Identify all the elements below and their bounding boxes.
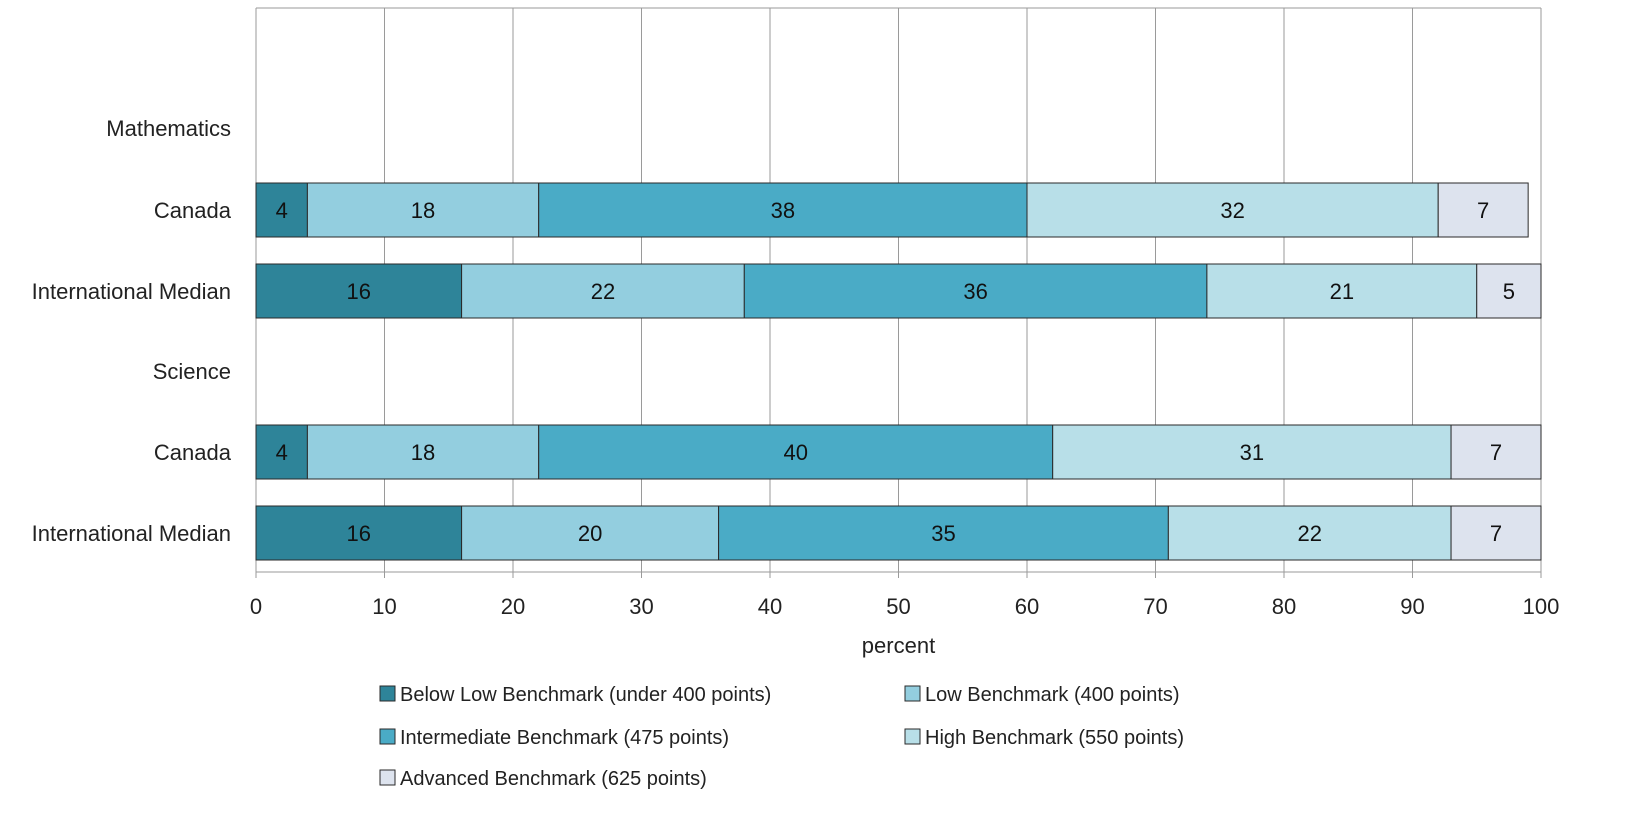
bar-value-label: 31: [1240, 440, 1264, 465]
category-label: International Median: [32, 521, 231, 546]
x-axis-title: percent: [862, 633, 935, 658]
x-tick-label-50: 50: [886, 594, 910, 619]
x-tick-label-100: 100: [1523, 594, 1560, 619]
legend-label: Low Benchmark (400 points): [925, 684, 1180, 706]
legend-swatch: [904, 685, 921, 702]
bars: [255, 182, 1542, 561]
bar-segment: [1476, 263, 1542, 319]
legend-label: Below Low Benchmark (under 400 points): [400, 684, 771, 706]
bar-value-label: 7: [1477, 198, 1489, 223]
bar-value-label: 18: [411, 440, 435, 465]
bar-segment: [461, 263, 745, 319]
bar-segment: [1437, 182, 1529, 238]
x-tick-label-70: 70: [1143, 594, 1167, 619]
bar-segment: [1026, 182, 1439, 238]
bar-value-label: 5: [1503, 279, 1515, 304]
bar-segment: [538, 424, 1054, 480]
bar-segment: [255, 505, 463, 561]
bar-segment: [743, 263, 1208, 319]
x-tick-label-20: 20: [501, 594, 525, 619]
bar-value-label: 21: [1330, 279, 1354, 304]
legend-swatch: [379, 728, 396, 745]
legend-label: Advanced Benchmark (625 points): [400, 768, 707, 790]
bar-segment: [306, 182, 540, 238]
x-tick-label-40: 40: [758, 594, 782, 619]
x-tick-label-30: 30: [629, 594, 653, 619]
bar-value-label: 35: [931, 521, 955, 546]
x-tick-label-80: 80: [1272, 594, 1296, 619]
legend-swatch: [379, 685, 396, 702]
bar-value-label: 16: [347, 521, 371, 546]
x-tick-label-60: 60: [1015, 594, 1039, 619]
bar-value-label: 40: [783, 440, 807, 465]
bar-value-label: 32: [1220, 198, 1244, 223]
legend-label: High Benchmark (550 points): [925, 727, 1184, 749]
bar-value-label: 4: [276, 440, 288, 465]
legend: Below Low Benchmark (under 400 points) Lo…: [379, 684, 1184, 790]
bar-value-label: 36: [963, 279, 987, 304]
bar-value-label: 18: [411, 198, 435, 223]
bar-segment: [255, 263, 463, 319]
bar-value-label: 22: [1297, 521, 1321, 546]
bar-segment: [1450, 505, 1542, 561]
bar-segment: [461, 505, 720, 561]
legend-swatch: [904, 728, 921, 745]
bar-segment: [538, 182, 1028, 238]
bar-segment: [1052, 424, 1452, 480]
bar-value-label: 20: [578, 521, 602, 546]
category-label: Mathematics: [106, 116, 231, 141]
category-labels: Mathematics Canada International Median Sci…: [32, 116, 232, 546]
category-label: Canada: [154, 440, 232, 465]
bar-value-label: 38: [771, 198, 795, 223]
x-tick-label-0: 0: [250, 594, 262, 619]
legend-swatch: [379, 769, 396, 786]
x-tick-labels: 0 10 20 30 40 50 60 70 80 90 100: [250, 594, 1559, 619]
category-label: International Median: [32, 279, 231, 304]
bar-segment: [1167, 505, 1452, 561]
bar-value-label: 16: [347, 279, 371, 304]
bar-value-label: 7: [1490, 440, 1502, 465]
category-label: Canada: [154, 198, 232, 223]
bar-segment: [255, 182, 308, 238]
bar-value-label: 4: [276, 198, 288, 223]
bar-segment: [306, 424, 540, 480]
bar-value-label: 22: [591, 279, 615, 304]
bar-segment: [255, 424, 308, 480]
x-tick-label-90: 90: [1400, 594, 1424, 619]
legend-label: Intermediate Benchmark (475 points): [400, 727, 729, 749]
bar-segment: [1450, 424, 1542, 480]
bar-segment: [718, 505, 1169, 561]
category-label: Science: [153, 359, 231, 384]
bar-value-label: 7: [1490, 521, 1502, 546]
bar-segment: [1206, 263, 1478, 319]
x-tick-label-10: 10: [372, 594, 396, 619]
bar-value-labels: 4 18 38 32 7 16 22 36 21 5 4 18 40 31 7 16 20 35 22 7: [276, 198, 1515, 546]
